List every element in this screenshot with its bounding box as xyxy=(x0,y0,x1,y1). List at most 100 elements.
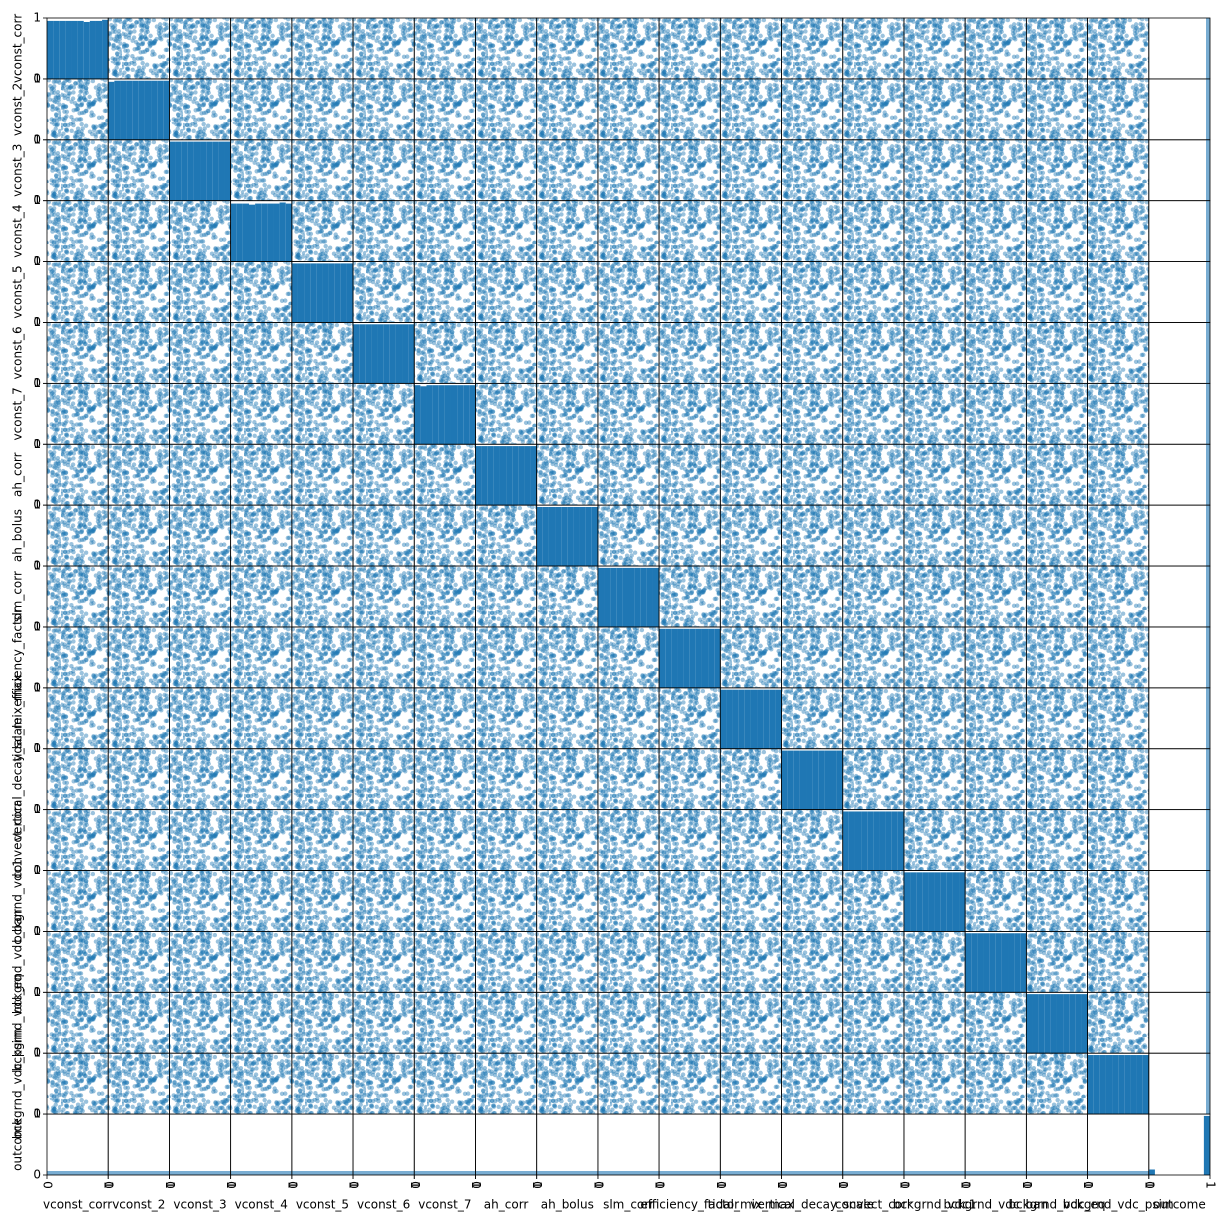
scatter-texture xyxy=(659,687,721,749)
scatter-texture xyxy=(1026,505,1088,567)
scatter-texture xyxy=(230,992,292,1054)
scatter-texture xyxy=(414,992,476,1054)
scatter-texture xyxy=(842,931,904,993)
scatter-texture xyxy=(842,261,904,323)
hist-bar xyxy=(1020,933,1027,993)
scatter-texture xyxy=(1087,931,1149,993)
scatter-texture xyxy=(1026,1053,1088,1115)
scatter-texture xyxy=(47,505,109,567)
scatter-texture xyxy=(353,444,415,506)
scatter-texture xyxy=(597,931,660,993)
scatter-texture xyxy=(720,444,782,506)
hist-bar xyxy=(922,872,929,932)
x-axis-label: convect_corr xyxy=(835,1198,912,1212)
scatter-texture xyxy=(536,870,598,932)
x-tick-label: 1 xyxy=(653,1181,667,1189)
y-tick-label: 1 xyxy=(33,254,41,268)
scatter-texture xyxy=(720,566,782,627)
hist-bar xyxy=(959,872,966,932)
scatter-texture xyxy=(230,748,292,810)
cell-frame xyxy=(964,1113,1027,1176)
cell-frame xyxy=(1148,17,1211,80)
cell-frame xyxy=(1148,443,1211,506)
scatter-texture xyxy=(965,809,1027,871)
scatter-texture xyxy=(659,383,721,445)
scatter-texture xyxy=(1087,809,1149,871)
outcome-strip xyxy=(1206,261,1210,323)
scatter-texture xyxy=(781,18,843,79)
hist-bar xyxy=(144,80,152,140)
scatter-texture xyxy=(230,931,292,993)
y-tick-label: 1 xyxy=(33,11,41,25)
scatter-texture xyxy=(475,78,537,140)
scatter-texture xyxy=(659,78,721,140)
scatter-texture xyxy=(842,748,904,810)
scatter-texture xyxy=(965,383,1027,445)
scatter-texture xyxy=(965,687,1027,749)
hist-bar xyxy=(475,446,482,506)
scatter-texture xyxy=(291,505,354,567)
scatter-texture xyxy=(230,139,292,201)
hist-bar xyxy=(1112,1055,1119,1115)
outcome-strip xyxy=(659,1171,721,1175)
hist-bar xyxy=(891,811,898,871)
outcome-strip xyxy=(1206,200,1210,262)
outcome-strip xyxy=(1206,992,1210,1054)
scatter-texture xyxy=(1087,78,1149,140)
scatter-texture xyxy=(903,261,966,323)
hist-bar xyxy=(732,689,739,749)
hist-bar xyxy=(652,567,660,627)
scatter-texture xyxy=(903,322,966,384)
x-tick-label: 1 xyxy=(1142,1181,1156,1189)
x-axis-label: ah_bolus xyxy=(541,1198,594,1212)
hist-bar xyxy=(377,324,384,384)
scatter-texture xyxy=(169,200,231,262)
hist-bar xyxy=(622,567,629,627)
x-axis-label: efficiency_factor xyxy=(640,1198,739,1212)
scatter-texture xyxy=(842,1053,904,1115)
scatter-texture xyxy=(353,626,415,688)
hist-bar xyxy=(983,933,990,993)
scatter-texture xyxy=(47,200,109,262)
scatter-texture xyxy=(536,992,598,1054)
scatter-texture xyxy=(597,687,660,749)
scatter-texture xyxy=(597,139,660,201)
scatter-texture xyxy=(1087,322,1149,384)
scatter-texture xyxy=(536,748,598,810)
cell-frame xyxy=(475,1113,538,1176)
hist-bar xyxy=(995,933,1002,993)
hist-bar xyxy=(285,203,292,262)
x-axis-label: vconst_3 xyxy=(173,1198,226,1212)
cell-frame xyxy=(842,1113,905,1176)
x-axis-label: bckgrnd_vdc_ban xyxy=(943,1198,1048,1212)
hist-bar xyxy=(1136,1055,1143,1115)
scatter-texture xyxy=(291,139,354,201)
hist-bar xyxy=(714,628,721,688)
cell-frame xyxy=(107,1113,170,1176)
y-tick-label: 1 xyxy=(33,315,41,329)
x-tick-label: 1 xyxy=(469,1181,483,1189)
scatter-texture xyxy=(475,322,537,384)
hist-bar xyxy=(671,628,678,688)
scatter-texture xyxy=(842,505,904,567)
scatter-texture xyxy=(169,687,231,749)
hist-bar xyxy=(616,567,623,627)
scatter-texture xyxy=(108,444,170,506)
scatter-texture xyxy=(353,931,415,993)
x-tick-label: 1 xyxy=(102,1181,116,1189)
outcome-strip xyxy=(230,1171,292,1175)
scatter-texture xyxy=(414,505,476,567)
cell-frame xyxy=(1148,200,1211,262)
hist-bar xyxy=(353,324,360,384)
hist-bar xyxy=(1069,994,1076,1054)
cell-frame xyxy=(413,1113,476,1176)
scatter-texture xyxy=(169,18,231,79)
hist-bar xyxy=(346,263,354,323)
hist-bar xyxy=(738,689,745,749)
scatter-texture xyxy=(353,200,415,262)
hist-bar xyxy=(175,141,182,201)
scatter-texture xyxy=(414,626,476,688)
scatter-texture xyxy=(291,383,354,445)
scatter-texture xyxy=(47,383,109,445)
hist-bar xyxy=(132,80,139,140)
